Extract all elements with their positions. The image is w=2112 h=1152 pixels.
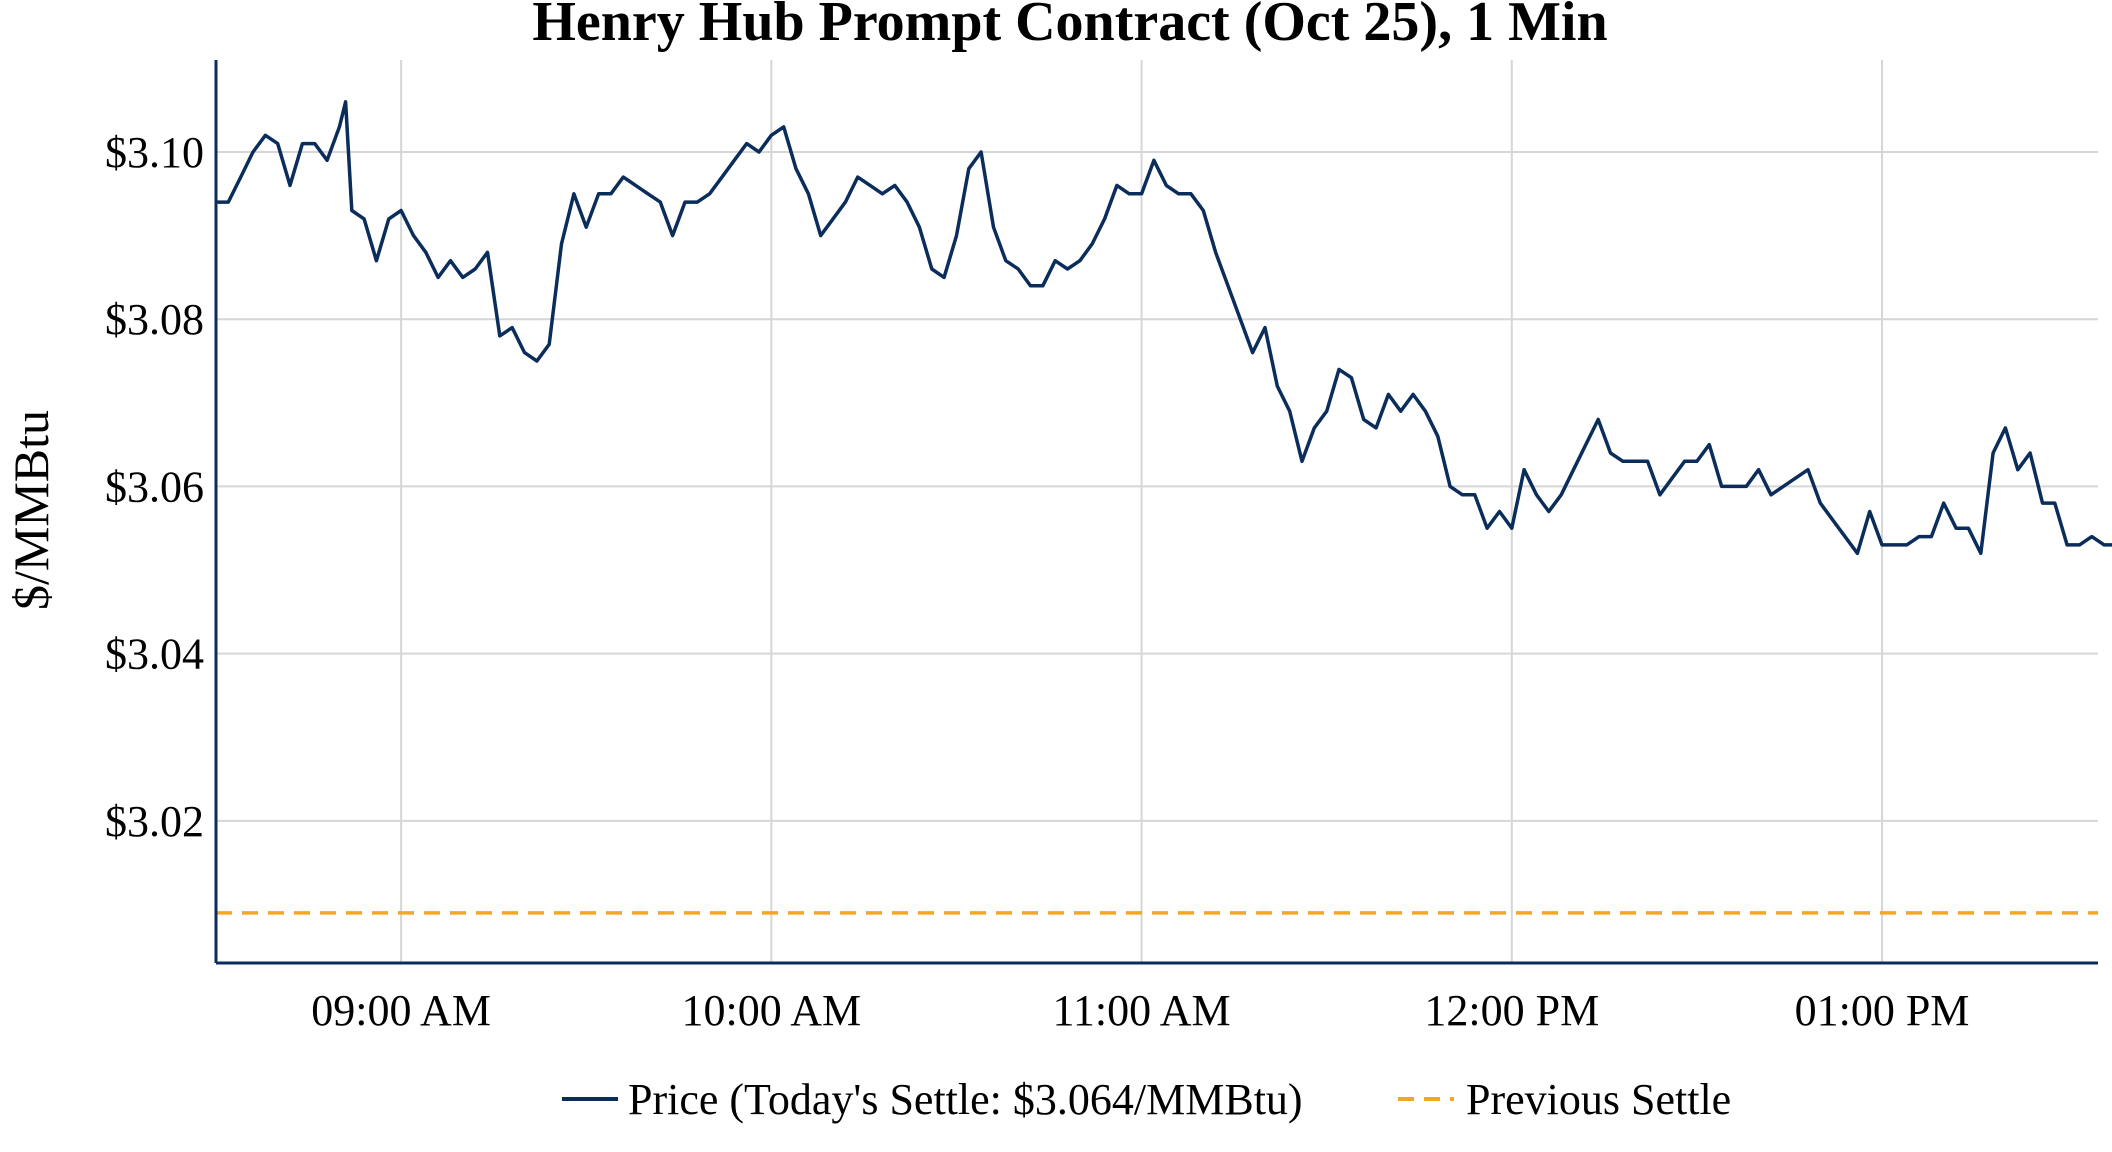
legend: Price (Today's Settle: $3.064/MMBtu) Pre… bbox=[562, 1075, 1731, 1124]
x-tick-label: 12:00 PM bbox=[1424, 986, 1599, 1035]
x-tick-label: 01:00 PM bbox=[1795, 986, 1970, 1035]
y-tick-label: $3.04 bbox=[105, 630, 204, 679]
y-tick-label: $3.06 bbox=[105, 462, 204, 511]
legend-previous-settle-label: Previous Settle bbox=[1466, 1075, 1731, 1124]
x-tick-label: 11:00 AM bbox=[1053, 986, 1231, 1035]
y-axis-label: $/MMBtu bbox=[3, 410, 59, 610]
y-tick-label: $3.02 bbox=[105, 797, 204, 846]
legend-price-label: Price (Today's Settle: $3.064/MMBtu) bbox=[628, 1075, 1303, 1124]
x-tick-label: 09:00 AM bbox=[311, 986, 491, 1035]
grid bbox=[216, 60, 2098, 963]
y-tick-label: $3.10 bbox=[105, 128, 204, 177]
price-series-line bbox=[216, 100, 2112, 556]
y-axis-ticks: $3.02 $3.04 $3.06 $3.08 $3.10 bbox=[105, 128, 204, 846]
x-tick-label: 10:00 AM bbox=[681, 986, 861, 1035]
y-tick-label: $3.08 bbox=[105, 295, 204, 344]
chart-title: Henry Hub Prompt Contract (Oct 25), 1 Mi… bbox=[532, 0, 1607, 53]
x-axis-ticks: 09:00 AM 10:00 AM 11:00 AM 12:00 PM 01:00 PM bbox=[311, 986, 1969, 1035]
